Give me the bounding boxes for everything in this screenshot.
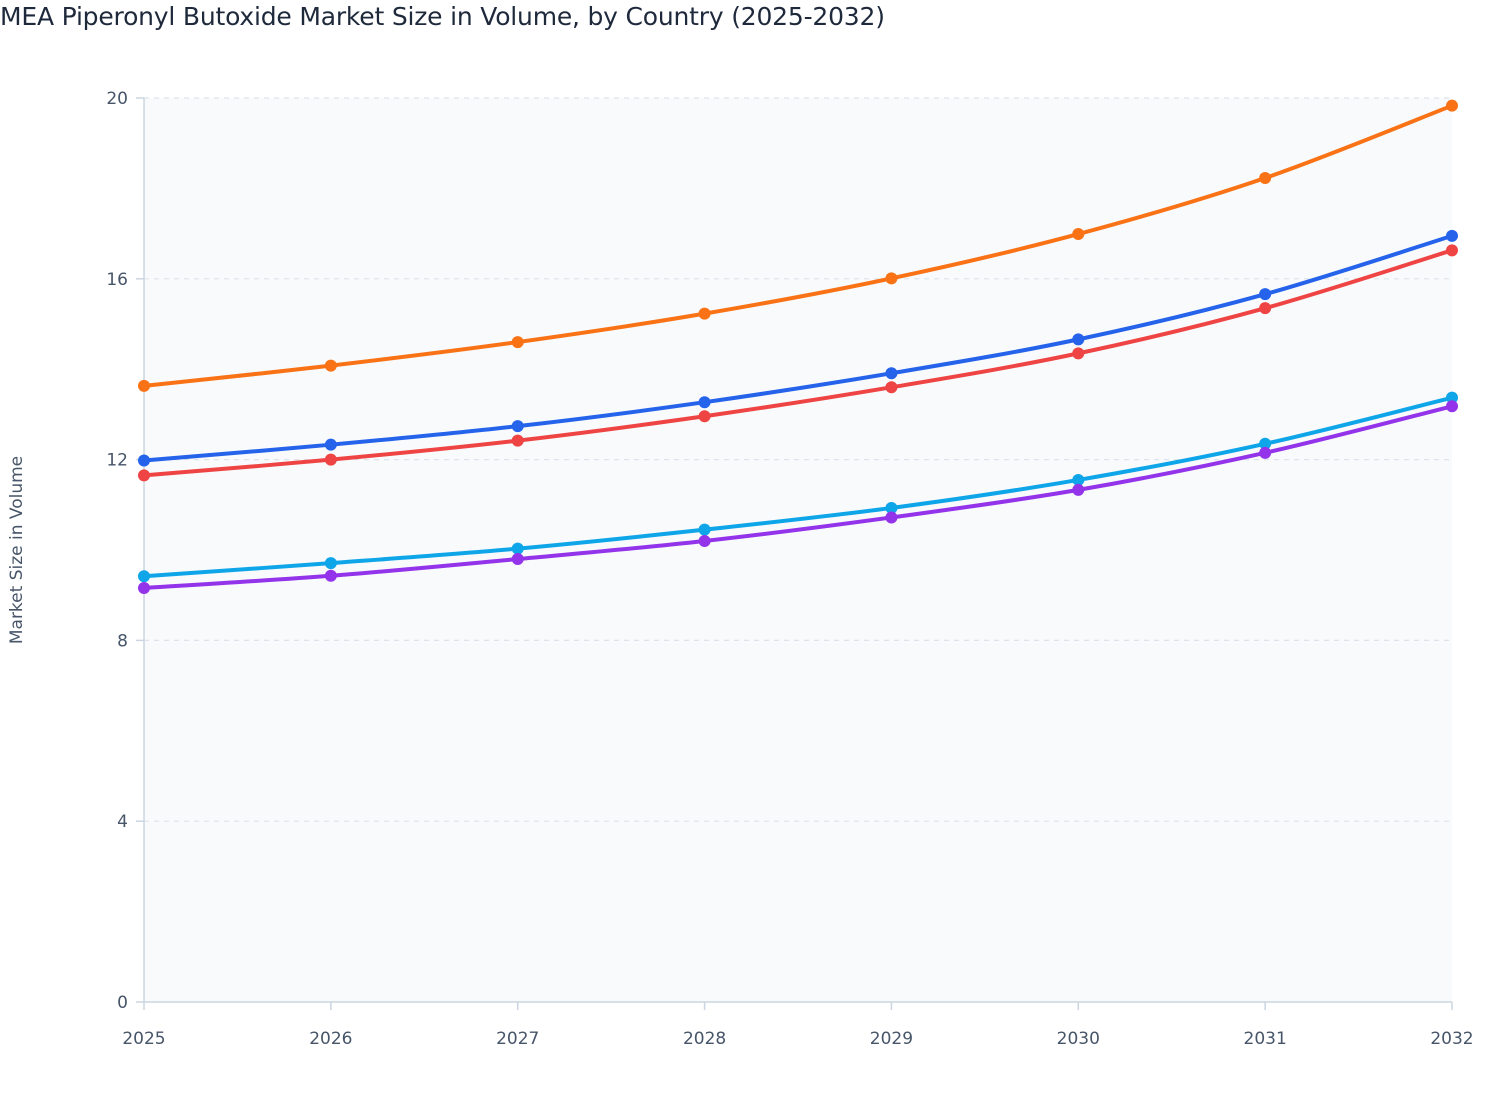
data-point[interactable] — [1259, 446, 1272, 459]
data-point[interactable] — [1259, 302, 1272, 315]
data-point[interactable] — [324, 569, 337, 582]
data-point[interactable] — [885, 501, 898, 514]
data-point[interactable] — [698, 523, 711, 536]
data-point[interactable] — [1072, 483, 1085, 496]
y-tick-label: 8 — [117, 631, 128, 651]
data-points — [138, 99, 1458, 594]
data-point[interactable] — [511, 542, 524, 555]
data-point[interactable] — [1446, 99, 1458, 112]
x-tick-label: 2032 — [1430, 1029, 1473, 1049]
x-tick-label: 2031 — [1244, 1029, 1287, 1049]
data-point[interactable] — [1446, 244, 1458, 257]
series-line-5[interactable] — [142, 404, 1454, 590]
data-point[interactable] — [698, 307, 711, 320]
data-point[interactable] — [1446, 229, 1458, 242]
data-point[interactable] — [324, 557, 337, 570]
y-tick-label: 4 — [117, 812, 128, 832]
data-point[interactable] — [1446, 400, 1458, 413]
x-tick-label: 2028 — [683, 1029, 726, 1049]
data-point[interactable] — [885, 511, 898, 524]
data-point[interactable] — [1259, 288, 1272, 301]
y-axis-title: Market Size in Volume — [7, 456, 27, 644]
data-point[interactable] — [698, 534, 711, 547]
plot-area-background — [144, 98, 1452, 1002]
chart-title: MEA Piperonyl Butoxide Market Size in Vo… — [0, 2, 885, 31]
data-point[interactable] — [324, 438, 337, 451]
data-point[interactable] — [885, 381, 898, 394]
data-point[interactable] — [1072, 333, 1085, 346]
data-point[interactable] — [885, 272, 898, 285]
data-point[interactable] — [138, 469, 150, 482]
series-lines — [142, 103, 1454, 590]
x-tick-label: 2027 — [496, 1029, 539, 1049]
data-point[interactable] — [511, 420, 524, 433]
data-point[interactable] — [698, 396, 711, 409]
x-tick-label: 2025 — [122, 1029, 165, 1049]
data-point[interactable] — [1259, 437, 1272, 450]
data-point[interactable] — [1072, 228, 1085, 241]
x-tick-label: 2029 — [870, 1029, 913, 1049]
y-tick-label: 20 — [106, 89, 128, 109]
data-point[interactable] — [1259, 172, 1272, 185]
y-tick-label: 0 — [117, 993, 128, 1013]
data-point[interactable] — [1072, 473, 1085, 486]
series-line-3[interactable] — [142, 248, 1454, 478]
series-line-2[interactable] — [142, 233, 1454, 463]
data-point[interactable] — [138, 454, 150, 467]
data-point[interactable] — [885, 367, 898, 380]
grid-lines — [144, 97, 1452, 822]
data-point[interactable] — [1446, 391, 1458, 404]
axis-ticks: 0 4 8 12 16 20 2025 2026 2027 2028 2029 2030 2031 203… — [106, 89, 1473, 1049]
series-line-4[interactable] — [142, 395, 1454, 579]
y-tick-label: 12 — [106, 451, 128, 471]
data-point[interactable] — [1072, 347, 1085, 360]
data-point[interactable] — [698, 410, 711, 423]
y-tick-label: 16 — [106, 270, 128, 290]
data-point[interactable] — [324, 453, 337, 466]
data-point[interactable] — [138, 581, 150, 594]
x-tick-label: 2026 — [309, 1029, 352, 1049]
data-point[interactable] — [324, 359, 337, 372]
data-point[interactable] — [511, 553, 524, 566]
data-point[interactable] — [511, 434, 524, 447]
data-point[interactable] — [511, 336, 524, 349]
data-point[interactable] — [138, 379, 150, 392]
x-tick-label: 2030 — [1057, 1029, 1100, 1049]
data-point[interactable] — [138, 570, 150, 583]
series-line-1[interactable] — [142, 103, 1454, 388]
